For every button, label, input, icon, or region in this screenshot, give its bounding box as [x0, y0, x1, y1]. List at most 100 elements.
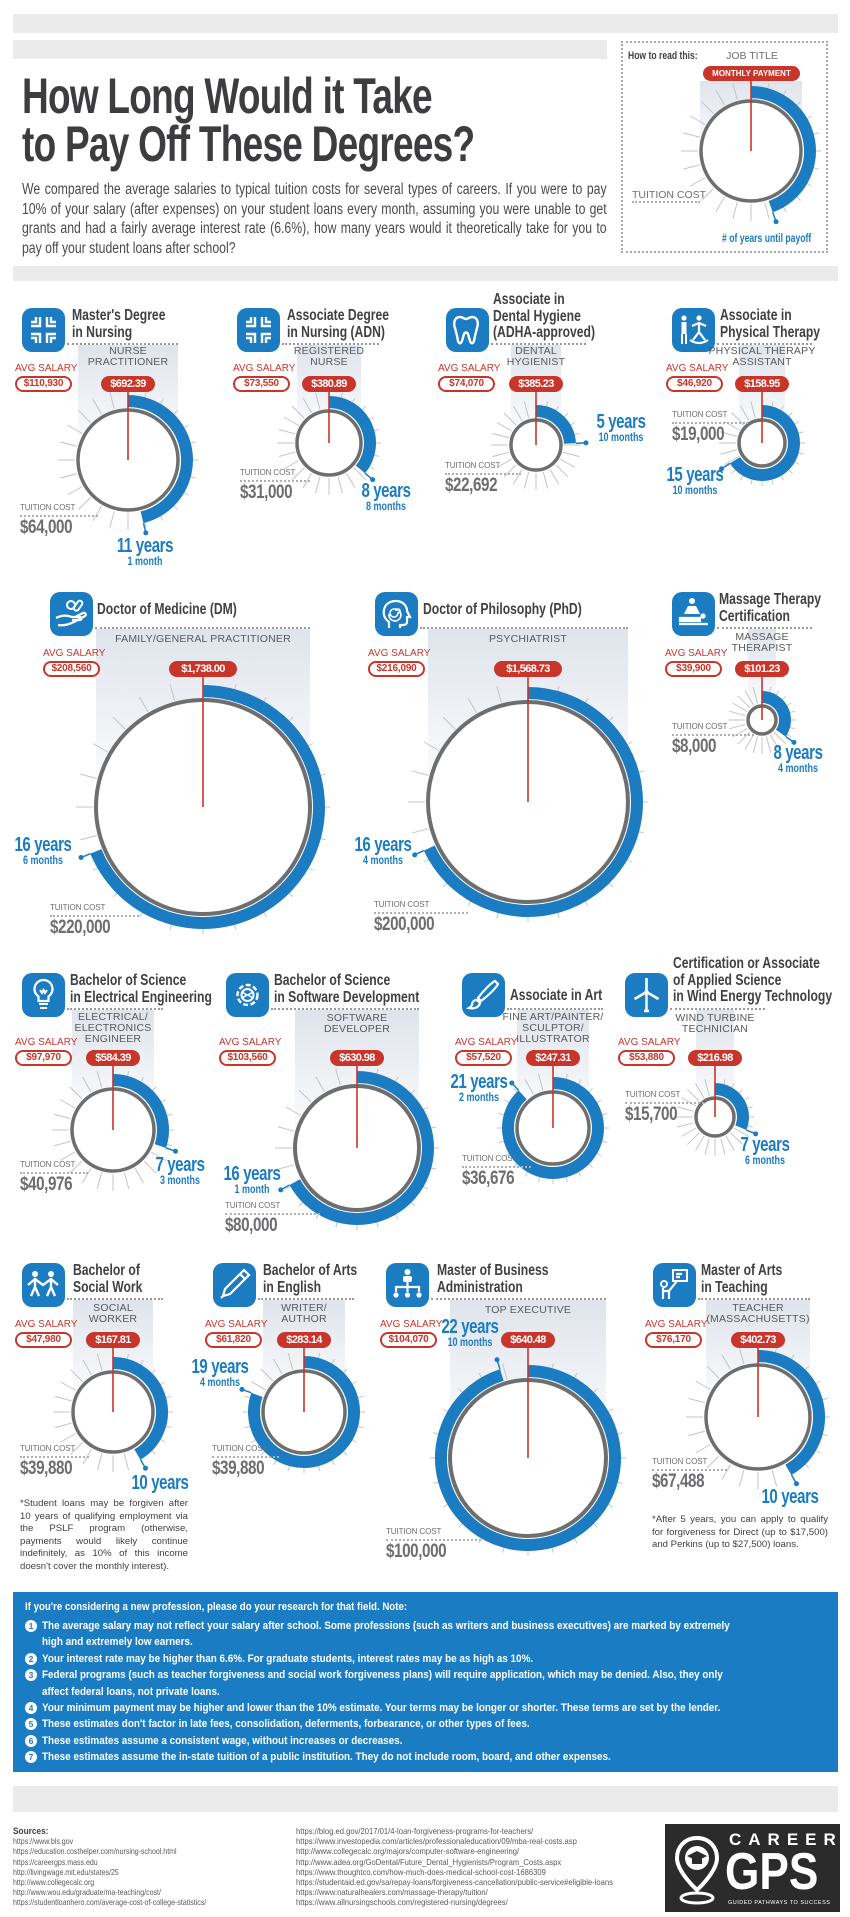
- tuition-cost-label: TUITION COST: [652, 1457, 708, 1466]
- job-title-line: NURSE: [310, 355, 348, 368]
- note-number-badge: 3: [25, 1669, 37, 1682]
- dial-tick: [555, 464, 569, 478]
- dial-tick: [687, 1132, 700, 1145]
- degree-title-line: Master of Business: [437, 1262, 549, 1279]
- degree-title-line: in Nursing (ADN): [287, 323, 385, 341]
- avg-salary-value: $110,930: [15, 376, 72, 392]
- source-link[interactable]: https://www.allnursingschools.com/regist…: [296, 1897, 508, 1908]
- logo-career: CAREER: [729, 1830, 843, 1849]
- tuition-cost-value: $39,880: [20, 1458, 73, 1479]
- dial-tick: [78, 497, 91, 510]
- dial-tick: [606, 1478, 623, 1484]
- source-link[interactable]: https://www.naturalhealers.com/massage-t…: [296, 1887, 488, 1898]
- dial-tick: [796, 1455, 810, 1469]
- dial-tick: [562, 451, 580, 458]
- job-title-line: ELECTRICAL/: [78, 1011, 148, 1023]
- source-link[interactable]: http://www.collegecalc.org: [13, 1877, 95, 1888]
- job-title-line: HYGIENIST: [506, 355, 566, 368]
- source-link[interactable]: https://www.thoughtco.com/how-much-does-…: [296, 1866, 546, 1877]
- degree-title-line: (ADHA-approved): [493, 324, 596, 341]
- dial-tick: [784, 421, 800, 431]
- payoff-months: 6 months: [745, 1155, 785, 1167]
- monthly-payment-value: $380.89: [302, 376, 356, 392]
- source-link[interactable]: https://education.costhelper.com/nursing…: [13, 1846, 177, 1857]
- tuition-cost-value: $40,976: [20, 1174, 73, 1195]
- job-title: WRITER/AUTHOR: [204, 1303, 404, 1325]
- avg-salary-value: $73,550: [233, 376, 290, 392]
- tuition-cost-label: TUITION COST: [20, 503, 76, 512]
- legend-years-until-payoff: # of years until payoff: [722, 231, 812, 245]
- source-link[interactable]: https://www.investopedia.com/articles/pr…: [296, 1836, 577, 1847]
- source-link[interactable]: http://www.wou.edu/graduate/ma-teaching/…: [13, 1887, 161, 1898]
- source-link[interactable]: https://studentaid.ed.gov/sa/repay-loans…: [296, 1877, 613, 1888]
- source-link[interactable]: https://blog.ed.gov/2017/01/4-loan-forgi…: [296, 1826, 534, 1836]
- dial-tick: [559, 458, 576, 468]
- payoff-months: 8 months: [366, 501, 406, 513]
- dial-tick: [496, 422, 513, 432]
- job-title-line: SOFTWARE: [326, 1012, 388, 1024]
- arc-end-dot: [143, 1465, 148, 1471]
- tuition-cost-line: [212, 1456, 280, 1458]
- paintbrush-icon: [465, 979, 500, 1010]
- dial-tick: [579, 890, 589, 907]
- degree-icon-hand-pills-icon: [50, 592, 93, 636]
- payoff-years: 11 years: [116, 535, 174, 557]
- monthly-payment-value: $101.23: [735, 661, 789, 677]
- job-title-line: WRITER/: [281, 1302, 327, 1314]
- note-number-badge: 1: [25, 1620, 37, 1632]
- payoff-time: 16 years 1 month: [197, 1164, 307, 1196]
- dial-tick: [695, 1444, 711, 1454]
- degree-title-line: Associate in: [720, 307, 792, 324]
- dial-tick: [538, 1165, 544, 1183]
- note-number-badge: 6: [25, 1734, 37, 1747]
- payoff-time: 11 years 1 month: [90, 535, 200, 568]
- tuition-cost-label: TUITION COST: [212, 1444, 268, 1453]
- payoff-years: 19 years: [191, 1356, 249, 1378]
- degree-title-line: in Wind Energy Technology: [673, 988, 833, 1005]
- dial-tick: [244, 1422, 262, 1429]
- payoff-months: 2 months: [459, 1092, 499, 1104]
- title-underline: [717, 343, 812, 345]
- dial-tick: [810, 1397, 828, 1404]
- legend-tuition-cost: TUITION COST: [632, 189, 707, 201]
- tuition-cost-label: TUITION COST: [20, 1160, 76, 1169]
- job-title: REGISTERED NURSE: [229, 346, 429, 368]
- note-item: 5 These estimates don't factor in late fe…: [25, 1716, 826, 1732]
- monthly-payment-value: $247.31: [526, 1050, 580, 1066]
- dial-tick: [314, 1454, 321, 1472]
- arc-end-dot: [172, 1148, 178, 1154]
- degree-title: Bachelor of Arts in English: [263, 1262, 387, 1296]
- title-underline: [282, 343, 379, 345]
- degree-icon-wind-turbine-icon: [625, 973, 668, 1017]
- dial-tick: [590, 1113, 608, 1119]
- source-link[interactable]: http://www.collegecalc.org/majors/comput…: [296, 1846, 520, 1857]
- title-underline: [670, 1008, 765, 1010]
- logo-gps: GPS: [725, 1843, 819, 1901]
- notes-box: If you're considering a new profession, …: [13, 1592, 838, 1772]
- degree-title: Bachelor of Science in Software Developme…: [274, 972, 465, 1006]
- source-link[interactable]: http://livingwage.mit.edu/states/25: [13, 1866, 119, 1877]
- dial-tick: [112, 884, 126, 898]
- source-link[interactable]: http://www.adea.org/GoDental/Future_Dent…: [296, 1856, 562, 1867]
- source-link[interactable]: https://careergps.mass.edu: [13, 1856, 98, 1867]
- dial-tick: [413, 1180, 429, 1190]
- degree-icon-nursing-cross-icon: [237, 308, 280, 352]
- job-title-line: DENTAL: [515, 345, 557, 357]
- dial-tick: [362, 451, 380, 457]
- note-number-badge: 4: [25, 1702, 37, 1715]
- source-link[interactable]: https://studentloanhero.com/average-cost…: [13, 1897, 207, 1908]
- source-link[interactable]: https://www.bls.gov: [13, 1836, 74, 1847]
- dial-tick: [257, 902, 267, 918]
- dial-tick: [335, 1210, 341, 1228]
- massage-icon: [678, 598, 708, 626]
- tuition-cost-value: $8,000: [672, 736, 717, 757]
- degree-title: Certification or Associate of Applied Sci…: [673, 955, 850, 1006]
- dial-tick: [706, 1455, 720, 1469]
- dial-tick: [780, 461, 793, 474]
- payoff-years: 7 years: [740, 1134, 790, 1156]
- degree-icon-tooth-icon: [446, 308, 489, 352]
- job-title-line: WIND TURBINE: [675, 1012, 755, 1024]
- dial-tick: [586, 1147, 602, 1157]
- dial-tick: [786, 431, 804, 437]
- job-title: SOFTWARE DEVELOPER: [257, 1013, 457, 1035]
